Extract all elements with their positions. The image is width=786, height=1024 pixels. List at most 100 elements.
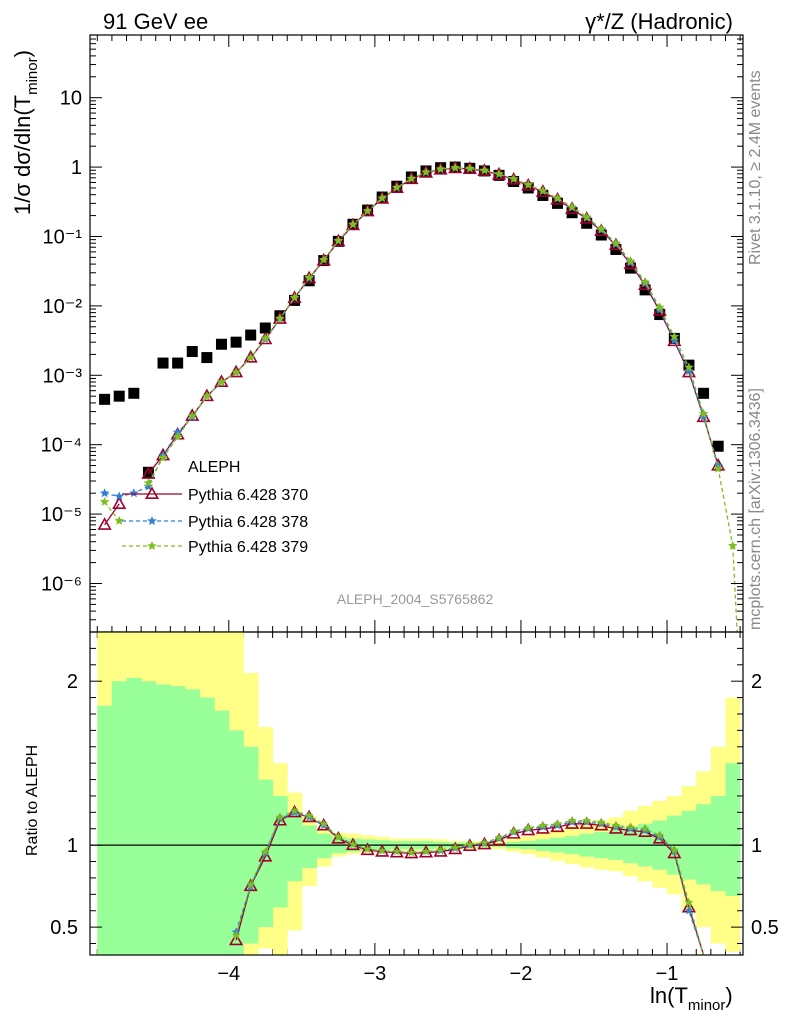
marker-pythia-6-428-379 xyxy=(187,410,197,420)
ratio-marker-pythia-6-428-370 xyxy=(258,848,273,862)
marker-pythia-6-428-378 xyxy=(129,488,139,498)
marker-pythia-6-428-379 xyxy=(421,167,431,177)
ratio-marker-pythia-6-428-379 xyxy=(567,816,577,825)
marker-pythia-6-428-379 xyxy=(245,352,256,362)
ratio-y-tick-label: 2 xyxy=(67,671,78,693)
ratio-marker-pythia-6-428-379 xyxy=(684,898,694,907)
marker-pythia-6-428-379 xyxy=(333,235,344,245)
ratio-marker-pythia-6-428-379 xyxy=(407,848,416,857)
ratio-band-inner xyxy=(155,684,171,955)
ratio-marker-pythia-6-428-379 xyxy=(582,816,591,825)
marker-pythia-6-428-378 xyxy=(114,491,124,501)
data-point-aleph xyxy=(712,440,724,452)
ratio-band-inner xyxy=(710,795,726,892)
data-point-aleph xyxy=(128,387,140,399)
marker-pythia-6-428-370 xyxy=(141,466,156,479)
ratio-marker-pythia-6-428-379 xyxy=(261,847,270,856)
data-point-aleph xyxy=(113,390,125,402)
data-point-aleph xyxy=(698,387,710,399)
ratio-marker-pythia-6-428-370 xyxy=(272,812,287,826)
marker-pythia-6-428-379 xyxy=(640,277,650,287)
marker-pythia-6-428-379 xyxy=(581,212,592,222)
marker-pythia-6-428-379 xyxy=(450,162,460,172)
marker-pythia-6-428-370 xyxy=(97,517,112,530)
ratio-marker-pythia-6-428-379 xyxy=(655,830,664,839)
data-point-aleph xyxy=(142,466,154,478)
ratio-marker-pythia-6-428-379 xyxy=(611,821,621,830)
y-tick-label: 10⁻³ xyxy=(43,365,83,387)
ratio-y-tick-label-right: 2 xyxy=(751,671,762,693)
data-point-aleph xyxy=(522,182,534,194)
ratio-line-pythia-6-428-379 xyxy=(235,810,705,956)
ratio-band-inner xyxy=(199,697,215,955)
ratio-marker-pythia-6-428-379 xyxy=(509,826,518,835)
data-point-aleph xyxy=(508,175,520,187)
x-tick-label: −4 xyxy=(217,963,240,985)
marker-pythia-6-428-379 xyxy=(392,182,402,192)
marker-pythia-6-428-379 xyxy=(625,256,636,266)
marker-pythia-6-428-370 xyxy=(652,303,667,316)
ratio-marker-pythia-6-428-379 xyxy=(334,832,343,841)
ratio-marker-pythia-6-428-379 xyxy=(348,839,358,848)
marker-pythia-6-428-378 xyxy=(99,488,110,498)
ratio-band-inner xyxy=(126,677,142,955)
ratio-marker-pythia-6-428-370 xyxy=(550,819,565,833)
marker-pythia-6-428-370 xyxy=(623,256,638,270)
ratio-y-tick-label: 0.5 xyxy=(50,917,78,939)
ratio-band-inner xyxy=(141,681,157,955)
y-tick-label: 10⁻⁵ xyxy=(41,504,82,526)
mcplots-label: mcplots.cern.ch [arXiv:1306.3436] xyxy=(747,388,764,630)
data-point-aleph xyxy=(157,357,169,369)
main-plot: 10⁻⁶ 10⁻⁵ 10⁻⁴ 10⁻³ 10⁻² 10⁻¹ 1 10 xyxy=(41,34,744,955)
ratio-marker-pythia-6-428-379 xyxy=(597,817,606,826)
ratio-marker-pythia-6-428-379 xyxy=(392,847,402,856)
ratio-y-tick-label-right: 0.5 xyxy=(751,917,779,939)
marker-pythia-6-428-379 xyxy=(669,331,680,341)
marker-pythia-6-428-379 xyxy=(523,179,533,189)
y-tick-label: 10⁻¹ xyxy=(43,226,83,248)
ratio-marker-pythia-6-428-379 xyxy=(304,811,314,820)
marker-pythia-6-428-379 xyxy=(684,362,694,372)
marker-pythia-6-428-379 xyxy=(275,313,285,323)
ratio-band-inner xyxy=(725,763,741,896)
header-left-title: 91 GeV ee xyxy=(103,9,208,34)
data-point-aleph xyxy=(172,357,184,369)
ratio-y-tick-label: 1 xyxy=(67,835,78,857)
data-point-aleph xyxy=(245,329,257,341)
marker-pythia-6-428-370 xyxy=(565,201,580,214)
x-tick-label: −1 xyxy=(656,963,679,985)
ratio-marker-pythia-6-428-379 xyxy=(421,847,431,856)
data-point-aleph xyxy=(259,322,271,334)
ratio-band-inner xyxy=(301,825,317,869)
ratio-marker-pythia-6-428-379 xyxy=(553,819,562,828)
x-tick-label: −3 xyxy=(363,963,386,985)
ratio-marker-pythia-6-428-379 xyxy=(480,838,489,847)
marker-pythia-6-428-379 xyxy=(552,193,563,203)
marker-pythia-6-428-379 xyxy=(319,254,329,264)
ratio-marker-pythia-6-428-379 xyxy=(275,812,285,821)
ratio-marker-pythia-6-428-370 xyxy=(594,817,609,831)
marker-pythia-6-428-379 xyxy=(698,408,709,418)
marker-pythia-6-428-378 xyxy=(143,481,154,491)
legend-marker-pythia-6-428-370 xyxy=(144,486,160,500)
ylabel-close: ) xyxy=(10,50,35,57)
marker-pythia-6-428-370 xyxy=(681,364,697,378)
legend-label-aleph: ALEPH xyxy=(188,459,240,476)
ratio-marker-pythia-6-428-379 xyxy=(670,845,679,854)
data-point-aleph xyxy=(289,294,301,306)
ratio-band-inner xyxy=(696,804,712,885)
ratio-marker-pythia-6-428-379 xyxy=(363,844,372,853)
data-point-aleph xyxy=(201,352,213,364)
series-line-tail xyxy=(732,545,738,633)
ratio-marker-pythia-6-428-379 xyxy=(290,806,299,815)
ratio-marker-pythia-6-428-370 xyxy=(477,836,492,850)
marker-pythia-6-428-379 xyxy=(114,515,124,525)
ylabel-sub: minor xyxy=(24,57,41,95)
marker-pythia-6-428-379 xyxy=(728,540,738,550)
legend-marker-pythia-6-428-378 xyxy=(147,516,157,525)
ratio-y-axis-label: Ratio to ALEPH xyxy=(24,745,41,856)
marker-pythia-6-428-379 xyxy=(538,185,548,195)
marker-pythia-6-428-379 xyxy=(260,333,271,343)
marker-pythia-6-428-370 xyxy=(112,496,127,509)
